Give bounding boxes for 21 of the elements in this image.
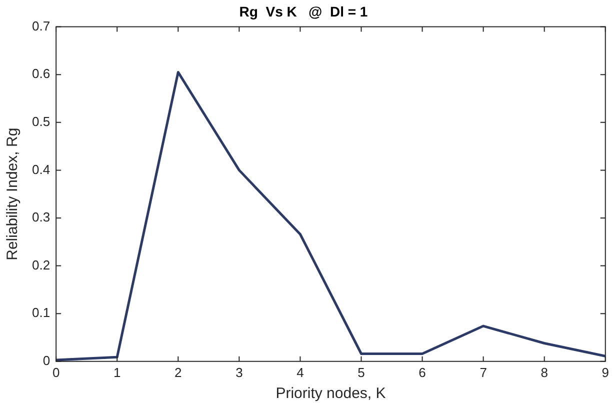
x-tick-label: 4 xyxy=(296,364,304,380)
y-tick-label: 0.5 xyxy=(32,114,50,129)
x-tick-label: 0 xyxy=(52,364,60,380)
x-axis-title: Priority nodes, K xyxy=(276,385,386,402)
y-axis-title: Reliability Index, Rg xyxy=(4,128,22,260)
y-tick-label: 0.1 xyxy=(32,305,50,320)
x-tick-label: 7 xyxy=(480,364,487,380)
x-tick-label: 9 xyxy=(602,364,609,380)
y-tick-label: 0.7 xyxy=(32,18,50,34)
x-tick-label: 3 xyxy=(236,364,243,380)
x-tick-label: 8 xyxy=(540,364,548,380)
x-tick-label: 5 xyxy=(358,364,365,380)
x-tick-label: 1 xyxy=(113,364,121,380)
x-tick-label: 2 xyxy=(174,364,182,380)
y-tick-label: 0 xyxy=(42,352,50,368)
x-tick-label: 6 xyxy=(418,364,426,380)
y-tick-label: 0.3 xyxy=(32,210,50,225)
y-tick-label: 0.6 xyxy=(32,66,50,82)
y-tick-label: 0.4 xyxy=(32,162,50,177)
chart-title: Rg Vs K @ Dl = 1 xyxy=(239,3,368,20)
y-tick-label: 0.2 xyxy=(32,257,50,272)
